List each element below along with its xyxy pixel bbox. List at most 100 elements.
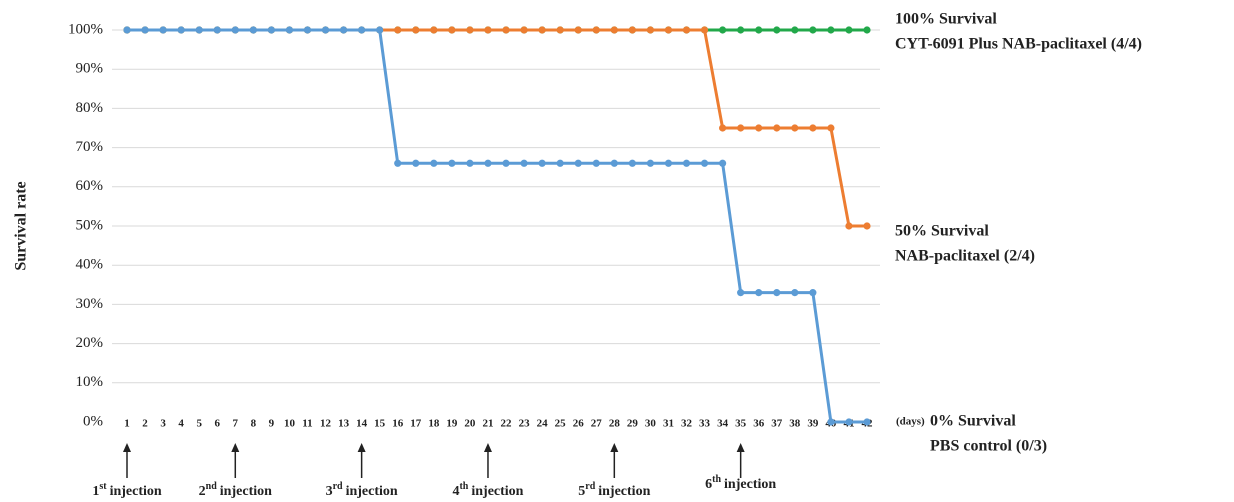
x-tick-label: 11 — [302, 418, 312, 430]
injection-text: injection — [471, 484, 523, 499]
point — [231, 26, 239, 34]
point — [123, 26, 131, 34]
x-tick-label: 36 — [753, 418, 765, 430]
y-tick-label: 0% — [83, 413, 103, 429]
x-tick-label: 27 — [591, 418, 603, 430]
injection-number: 6 — [705, 477, 712, 492]
point — [719, 124, 727, 132]
point — [737, 289, 745, 297]
point — [448, 159, 456, 167]
x-tick-label: 21 — [482, 418, 493, 430]
legend-label: CYT-6091 Plus NAB-paclitaxel (4/4) — [895, 36, 1142, 53]
injection-sup: th — [459, 481, 468, 492]
point — [412, 159, 420, 167]
x-tick-label: 38 — [789, 418, 801, 430]
point — [863, 418, 871, 426]
x-tick-label: 9 — [269, 418, 275, 430]
point — [249, 26, 257, 34]
x-tick-label: 15 — [374, 418, 386, 430]
point — [773, 26, 781, 34]
point — [646, 26, 655, 34]
point — [502, 159, 510, 167]
point — [773, 124, 781, 132]
injection-text: injection — [110, 484, 162, 499]
point — [755, 124, 763, 132]
point — [682, 159, 691, 167]
point — [809, 289, 817, 297]
x-unit: (days) — [896, 416, 925, 428]
point — [141, 26, 149, 34]
y-tick-label: 30% — [76, 296, 104, 312]
point — [628, 26, 636, 34]
end-label: 0% Survival — [930, 413, 1016, 430]
point — [574, 159, 582, 167]
x-tick-label: 13 — [338, 418, 350, 430]
injection-sup: th — [712, 474, 721, 485]
arrow-head — [123, 443, 131, 452]
arrow-head — [610, 443, 619, 452]
point — [827, 124, 835, 132]
point — [773, 289, 781, 297]
x-tick-label: 35 — [735, 418, 747, 430]
x-tick-label: 6 — [214, 418, 220, 430]
point — [791, 289, 799, 297]
injection-label: 4th injection — [452, 481, 523, 499]
point — [321, 26, 330, 34]
x-tick-label: 4 — [178, 418, 184, 430]
point — [213, 26, 221, 34]
point — [809, 124, 817, 132]
injection-text: injection — [220, 484, 272, 499]
x-tick-label: 2 — [142, 418, 148, 430]
x-tick-label: 7 — [233, 418, 239, 430]
injection-label: 1st injection — [92, 481, 162, 499]
injection-label: 2nd injection — [199, 481, 272, 499]
point — [556, 159, 564, 167]
point — [737, 26, 745, 34]
injection-number: 3 — [326, 484, 333, 499]
point — [412, 26, 420, 34]
x-tick-label: 8 — [251, 418, 257, 430]
point — [430, 26, 438, 34]
x-tick-label: 29 — [627, 418, 639, 430]
point — [520, 26, 528, 34]
x-tick-label: 23 — [519, 418, 531, 430]
point — [809, 26, 817, 34]
point — [394, 159, 402, 167]
point — [845, 222, 853, 230]
injection-label: 5rd injection — [578, 481, 650, 499]
point — [610, 26, 618, 34]
x-tick-label: 26 — [573, 418, 585, 430]
y-axis-label: Survival rate — [13, 181, 30, 270]
injection-text: injection — [724, 477, 776, 492]
point — [845, 418, 853, 426]
point — [538, 159, 546, 167]
point — [719, 26, 727, 34]
injection-number: 2 — [199, 484, 206, 499]
point — [592, 159, 600, 167]
point — [845, 26, 853, 34]
injection-sup: rd — [333, 481, 343, 492]
injection-sup: st — [99, 481, 107, 492]
x-tick-label: 32 — [681, 418, 693, 430]
point — [448, 26, 456, 34]
y-tick-label: 10% — [76, 374, 104, 390]
legend-label: PBS control (0/3) — [930, 438, 1047, 455]
point — [827, 418, 835, 426]
point — [664, 26, 673, 34]
point — [394, 26, 402, 34]
point — [755, 289, 763, 297]
arrow-head — [483, 443, 492, 452]
x-tick-label: 20 — [464, 418, 476, 430]
point — [484, 26, 492, 34]
point — [358, 26, 366, 34]
x-tick-label: 39 — [807, 418, 819, 430]
point — [303, 26, 312, 34]
x-tick-label: 31 — [663, 418, 674, 430]
injection-sup: rd — [585, 481, 595, 492]
injection-label: 3rd injection — [326, 481, 398, 499]
x-tick-label: 10 — [284, 418, 296, 430]
point — [682, 26, 691, 34]
point — [592, 26, 600, 34]
point — [520, 159, 528, 167]
